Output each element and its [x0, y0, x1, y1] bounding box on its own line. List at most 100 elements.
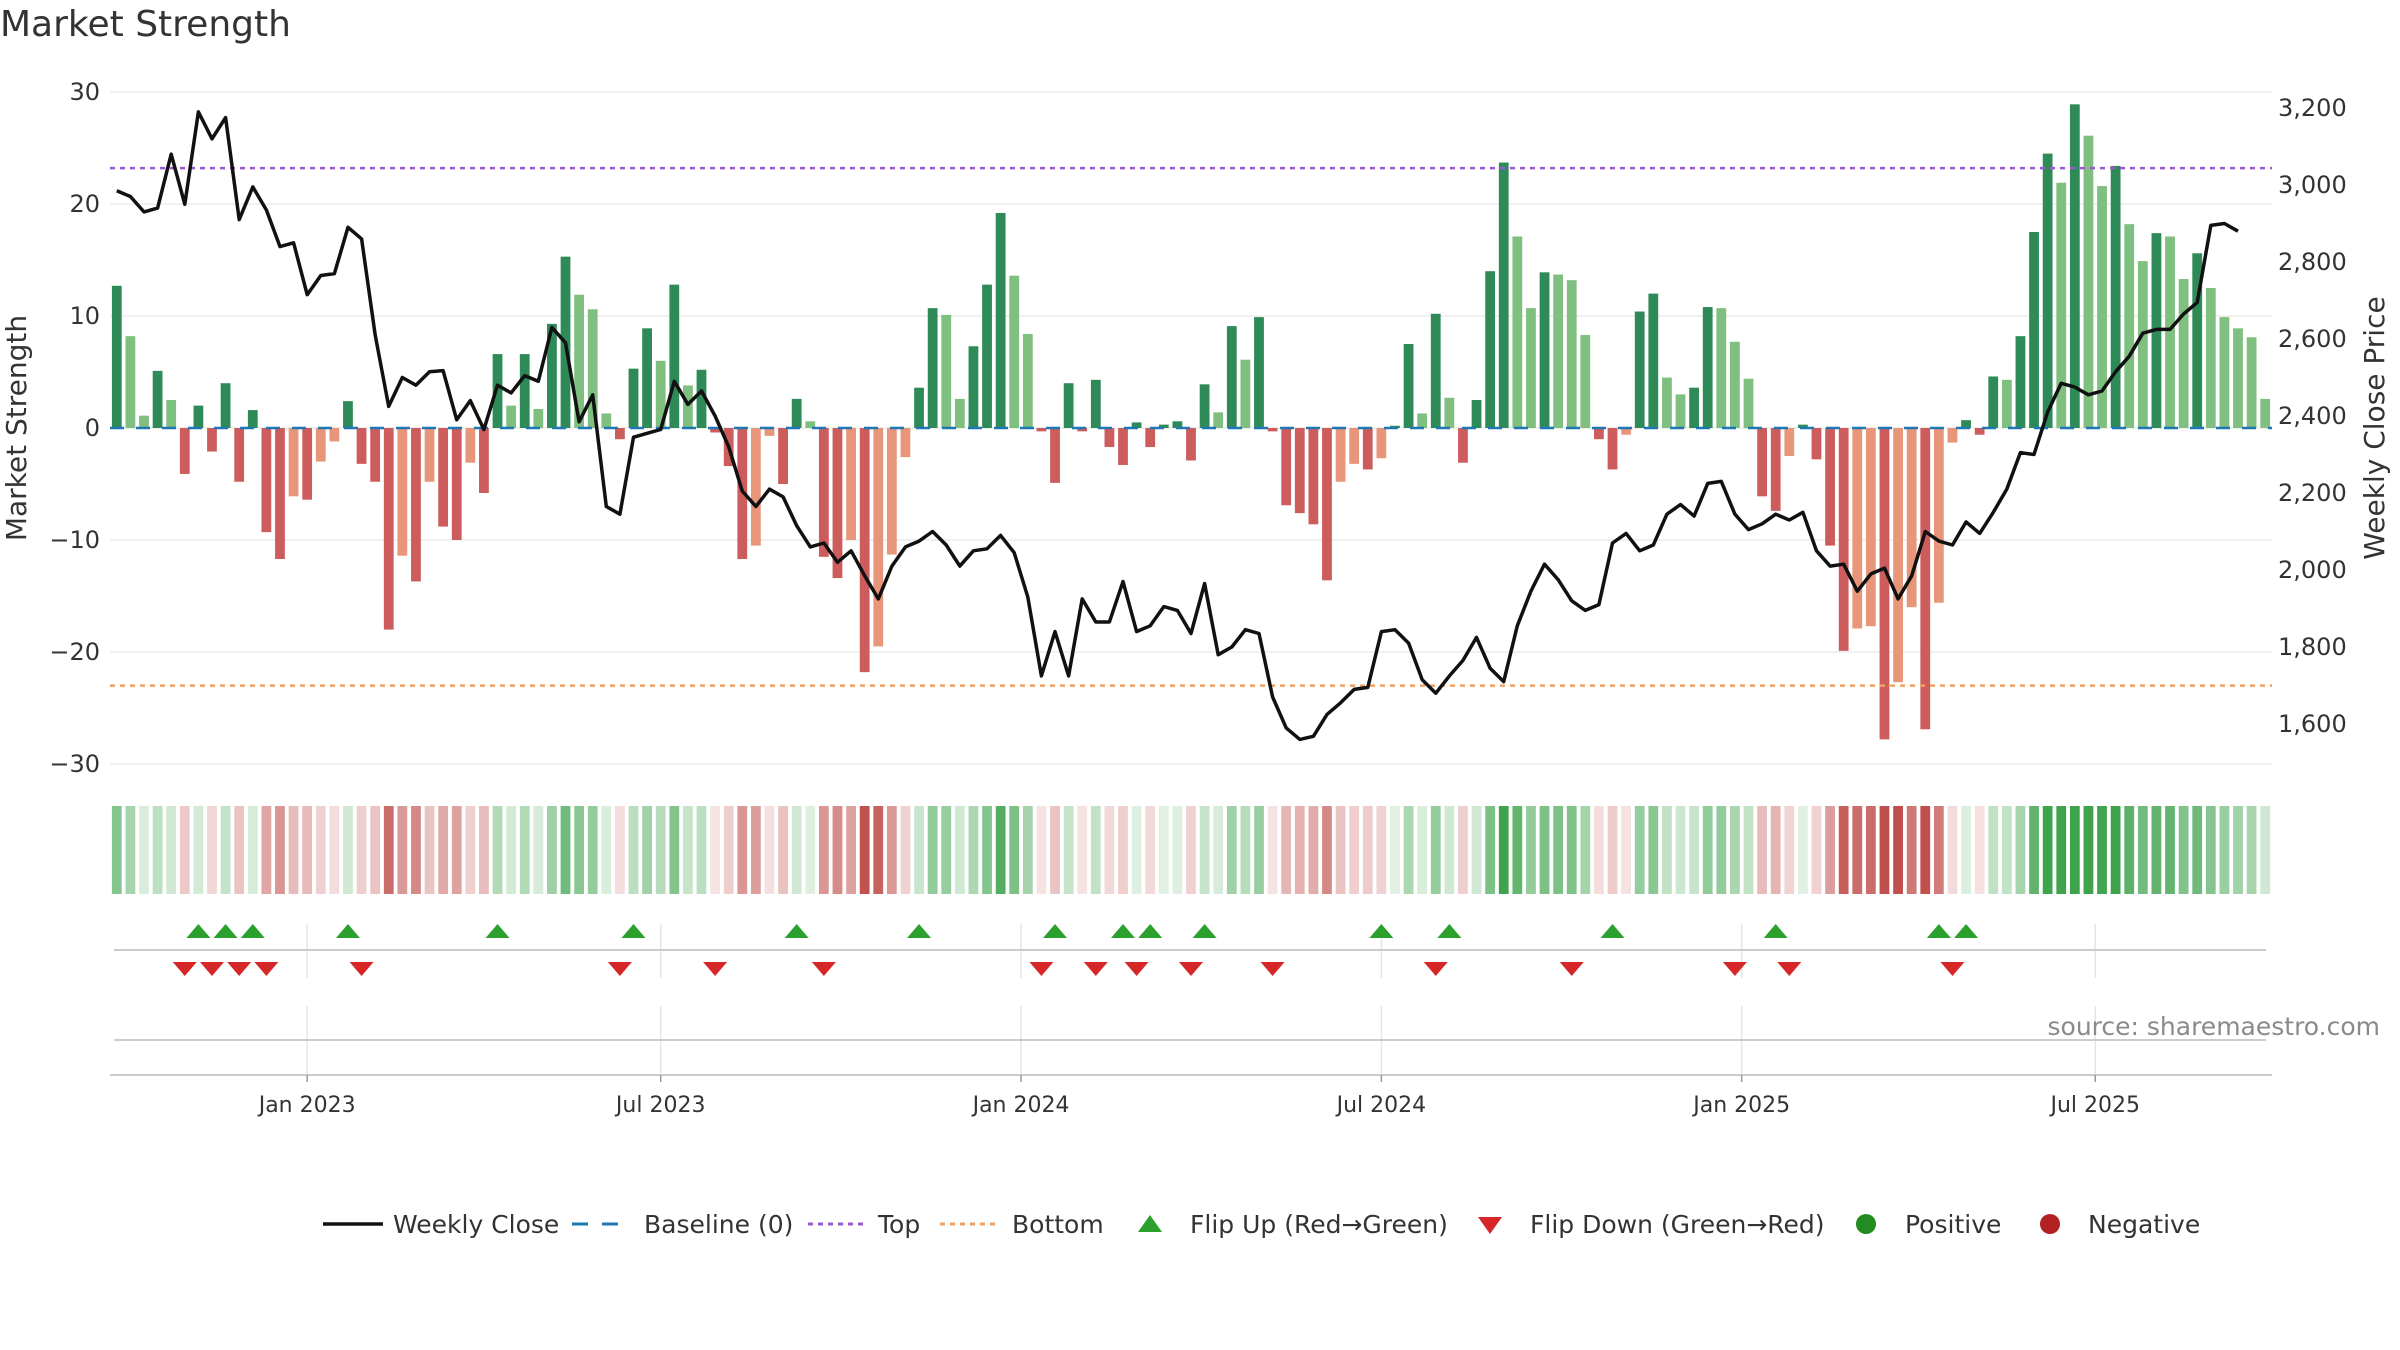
heat-cell	[873, 806, 884, 894]
heat-cell	[1022, 806, 1033, 894]
strength-bar	[329, 428, 340, 442]
strength-bar	[1308, 428, 1319, 525]
y-tick-label: 10	[69, 302, 100, 330]
strength-bar	[1879, 428, 1890, 740]
heat-cell	[1485, 806, 1496, 894]
strength-bar	[655, 360, 666, 428]
flip-down-marker	[199, 962, 224, 976]
heat-cell	[506, 806, 517, 894]
flip-down-marker	[1083, 962, 1108, 976]
strength-bar	[275, 428, 285, 560]
heat-cell	[1743, 806, 1754, 894]
strength-bar	[1322, 428, 1332, 581]
strength-bar	[1226, 326, 1237, 428]
strength-bar	[1947, 428, 1958, 443]
heat-cell	[1920, 806, 1931, 894]
strength-bar	[465, 428, 476, 463]
y-tick-label: 0	[85, 414, 100, 442]
heat-cell	[1390, 806, 1400, 894]
strength-bar	[2124, 224, 2135, 428]
strength-bar	[832, 428, 843, 579]
strength-bar	[2056, 182, 2067, 428]
strength-bar	[914, 387, 924, 428]
strength-bar	[1294, 428, 1305, 514]
x-tick-label: Jan 2024	[971, 1093, 1070, 1118]
heat-cell	[560, 806, 571, 894]
strength-bar	[1430, 313, 1441, 428]
heat-cell	[968, 806, 979, 894]
strength-bar	[2110, 165, 2121, 429]
strength-bar	[628, 368, 639, 428]
strength-bar	[846, 428, 856, 540]
heat-cell	[1648, 806, 1659, 894]
strength-bar	[1906, 428, 1917, 608]
strength-bar	[1743, 378, 1754, 428]
legend-negative-label: Negative	[2088, 1210, 2200, 1239]
heat-cell	[2124, 806, 2135, 894]
strength-bar	[451, 428, 462, 540]
flip-up-marker	[1600, 924, 1625, 938]
strength-bar	[152, 370, 163, 428]
heat-cell	[2137, 806, 2148, 894]
heat-cell	[1526, 806, 1536, 894]
flip-down-marker	[811, 962, 836, 976]
strength-bar	[1458, 428, 1468, 463]
heat-cell	[2110, 806, 2121, 894]
heat-cell	[1444, 806, 1455, 894]
strength-bar	[1213, 412, 1224, 428]
heat-cell	[1213, 806, 1224, 894]
heat-cell	[764, 806, 775, 894]
strength-bar	[356, 428, 367, 464]
heat-cell	[1009, 806, 1020, 894]
legend-flip-down-swatch	[1478, 1217, 1502, 1234]
heat-cell	[859, 806, 870, 894]
heat-cell	[1349, 806, 1360, 894]
heat-cell	[642, 806, 652, 894]
legend-baseline-label: Baseline (0)	[644, 1210, 793, 1239]
strength-bar	[1335, 428, 1346, 482]
x-tick-label: Jul 2023	[614, 1093, 706, 1118]
strength-bar	[1702, 307, 1713, 428]
strength-bar	[1539, 272, 1550, 428]
heat-cell	[547, 806, 557, 894]
flip-up-marker	[784, 924, 809, 938]
strength-bar	[166, 400, 177, 428]
strength-bar	[1254, 317, 1264, 428]
legend-close-label: Weekly Close	[393, 1210, 559, 1239]
flip-up-marker	[186, 924, 211, 938]
heat-cell	[1770, 806, 1781, 894]
x-tick-label: Jan 2025	[1691, 1093, 1790, 1118]
heat-cell	[1825, 806, 1835, 894]
strength-bar	[1485, 271, 1496, 428]
heat-cell	[315, 806, 326, 894]
strength-bar	[682, 385, 693, 428]
strength-bar	[1063, 383, 1074, 428]
heat-cell	[1716, 806, 1727, 894]
heat-cell	[737, 806, 748, 894]
strength-bar	[1281, 428, 1292, 506]
strength-bar	[1852, 428, 1863, 629]
heat-cell	[1186, 806, 1196, 894]
heat-cell	[1811, 806, 1822, 894]
heat-cell	[1865, 806, 1876, 894]
heat-cell	[574, 806, 585, 894]
strength-bar	[1621, 428, 1632, 435]
legend-negative-swatch	[2040, 1214, 2060, 1234]
heat-cell	[778, 806, 788, 894]
strength-bar	[1933, 428, 1944, 603]
heat-cell	[1947, 806, 1958, 894]
strength-bar	[1920, 428, 1931, 730]
heat-cell	[1050, 806, 1060, 894]
strength-bar	[2083, 135, 2094, 428]
y-tick-label: −20	[49, 638, 100, 666]
heat-cell	[1730, 806, 1740, 894]
flip-up-marker	[907, 924, 932, 938]
heat-cell	[1131, 806, 1142, 894]
strength-bar	[479, 428, 489, 493]
heat-cell	[1240, 806, 1251, 894]
strength-bar	[343, 401, 353, 428]
heat-cell	[1675, 806, 1686, 894]
flip-up-marker	[1763, 924, 1788, 938]
heat-cell	[1784, 806, 1795, 894]
heat-cell	[152, 806, 163, 894]
